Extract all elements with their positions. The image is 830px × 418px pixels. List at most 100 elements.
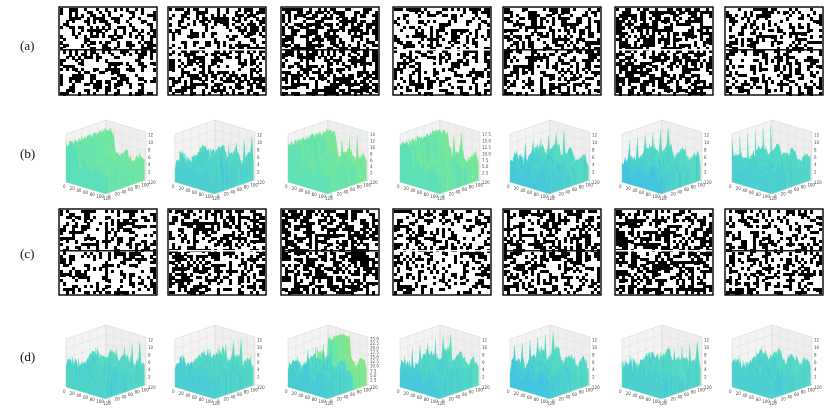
y-tick-label: 20 xyxy=(671,397,677,402)
z-tick-label: 12.5 xyxy=(482,145,491,150)
z-tick-label: 2.5 xyxy=(482,171,489,176)
x-tick-label: 0 xyxy=(619,184,622,189)
z-tick-label: 6 xyxy=(370,158,373,163)
x-tick-label: 0 xyxy=(63,389,66,394)
y-tick-label: 0 xyxy=(108,399,111,404)
y-tick-label: 20 xyxy=(224,192,230,197)
row-label-d: (d) xyxy=(20,349,36,364)
x-tick-label: 80 xyxy=(90,397,96,402)
z-tick-label: 10 xyxy=(148,140,154,145)
z-tick-label: 12 xyxy=(814,133,820,138)
y-tick-label: 0 xyxy=(774,194,777,199)
y-tick-label: 60 xyxy=(684,392,690,397)
binary-map-a1 xyxy=(58,6,158,96)
surface-plot-b2: 0 20 40 60 80 100 120 0 20 40 60 80 100 120 2 4 6 8 10 12 xyxy=(167,112,267,204)
y-tick-label: 120 xyxy=(814,385,822,390)
z-tick-label: 10.0 xyxy=(370,364,379,369)
z-tick-label: 12 xyxy=(257,338,263,343)
x-tick-label: 0 xyxy=(172,389,175,394)
x-tick-label: 20 xyxy=(292,186,298,191)
x-tick-label: 100 xyxy=(205,399,213,404)
x-tick-label: 0 xyxy=(729,389,732,394)
z-tick-label: 2 xyxy=(482,375,485,380)
y-tick-label: 80 xyxy=(244,390,250,395)
y-tick-label: 60 xyxy=(462,187,468,192)
y-tick-label: 80 xyxy=(801,185,807,190)
z-tick-label: 4 xyxy=(482,367,485,372)
y-tick-label: 0 xyxy=(217,194,220,199)
y-tick-label: 40 xyxy=(343,394,349,399)
x-tick-label: 120 xyxy=(325,196,333,201)
x-tick-label: 80 xyxy=(424,397,430,402)
z-tick-label: 8 xyxy=(370,151,373,156)
y-tick-label: 120 xyxy=(704,180,712,185)
y-tick-label: 60 xyxy=(572,187,578,192)
z-tick-label: 10 xyxy=(704,140,710,145)
x-tick-label: 120 xyxy=(437,401,445,406)
z-tick-label: 6 xyxy=(704,155,707,160)
z-tick-label: 25.0 xyxy=(370,336,379,341)
x-tick-label: 20 xyxy=(736,391,742,396)
y-tick-label: 40 xyxy=(121,394,127,399)
x-tick-label: 120 xyxy=(659,401,667,406)
surface-plot-b6: 0 20 40 60 80 100 120 0 20 40 60 80 100 120 2 4 6 8 10 12 xyxy=(614,112,714,204)
x-tick-label: 120 xyxy=(212,401,220,406)
y-tick-label: 100 xyxy=(697,182,705,187)
y-tick-label: 120 xyxy=(257,180,265,185)
x-tick-label: 40 xyxy=(76,393,82,398)
z-tick-label: 10 xyxy=(814,345,820,350)
y-tick-label: 80 xyxy=(244,185,250,190)
x-tick-label: 80 xyxy=(534,397,540,402)
y-tick-label: 0 xyxy=(442,399,445,404)
x-tick-label: 40 xyxy=(76,188,82,193)
y-tick-label: 0 xyxy=(664,399,667,404)
x-tick-label: 20 xyxy=(626,391,632,396)
z-tick-label: 4 xyxy=(704,162,707,167)
surface-plot-d4: 0 20 40 60 80 100 120 0 20 40 60 80 100 120 2 4 6 8 10 12 xyxy=(392,313,492,409)
z-tick-label: 2 xyxy=(257,170,260,175)
z-tick-label: 2 xyxy=(814,375,817,380)
z-tick-label: 12 xyxy=(704,338,710,343)
y-tick-label: 100 xyxy=(141,387,149,392)
z-tick-label: 4 xyxy=(148,162,151,167)
y-tick-label: 60 xyxy=(128,392,134,397)
y-tick-label: 60 xyxy=(794,187,800,192)
z-tick-label: 12 xyxy=(592,133,598,138)
z-tick-label: 4 xyxy=(592,367,595,372)
x-tick-label: 20 xyxy=(404,391,410,396)
z-tick-label: 10.0 xyxy=(482,151,491,156)
z-tick-label: 7.5 xyxy=(482,158,489,163)
y-tick-label: 20 xyxy=(115,192,121,197)
z-tick-label: 8 xyxy=(592,352,595,357)
x-tick-label: 60 xyxy=(305,190,311,195)
x-tick-label: 80 xyxy=(199,192,205,197)
surface-plot-d7: 0 20 40 60 80 100 120 0 20 40 60 80 100 120 2 4 6 8 10 12 xyxy=(724,313,824,409)
y-tick-label: 80 xyxy=(357,390,363,395)
x-tick-label: 80 xyxy=(646,397,652,402)
y-tick-label: 60 xyxy=(128,187,134,192)
x-tick-label: 100 xyxy=(96,399,104,404)
z-tick-label: 12 xyxy=(482,338,488,343)
y-tick-label: 0 xyxy=(552,194,555,199)
surface-plot-d6: 0 20 40 60 80 100 120 0 20 40 60 80 100 120 2 4 6 8 10 12 xyxy=(614,313,714,409)
z-tick-label: 2 xyxy=(148,375,151,380)
z-tick-label: 12 xyxy=(704,133,710,138)
y-tick-label: 40 xyxy=(343,189,349,194)
y-tick-label: 120 xyxy=(148,180,156,185)
y-tick-label: 80 xyxy=(691,185,697,190)
y-tick-label: 20 xyxy=(337,397,343,402)
x-tick-label: 80 xyxy=(756,192,762,197)
z-tick-label: 15.0 xyxy=(370,355,379,360)
x-tick-label: 120 xyxy=(103,401,111,406)
y-tick-label: 80 xyxy=(691,390,697,395)
x-tick-label: 60 xyxy=(639,395,645,400)
y-tick-label: 20 xyxy=(671,192,677,197)
x-tick-label: 60 xyxy=(527,190,533,195)
y-tick-label: 0 xyxy=(442,194,445,199)
x-tick-label: 20 xyxy=(179,186,185,191)
x-tick-label: 20 xyxy=(626,186,632,191)
binary-map-c5 xyxy=(502,208,602,296)
x-tick-label: 80 xyxy=(424,192,430,197)
z-tick-label: 10 xyxy=(482,345,488,350)
z-tick-label: 8 xyxy=(257,352,260,357)
